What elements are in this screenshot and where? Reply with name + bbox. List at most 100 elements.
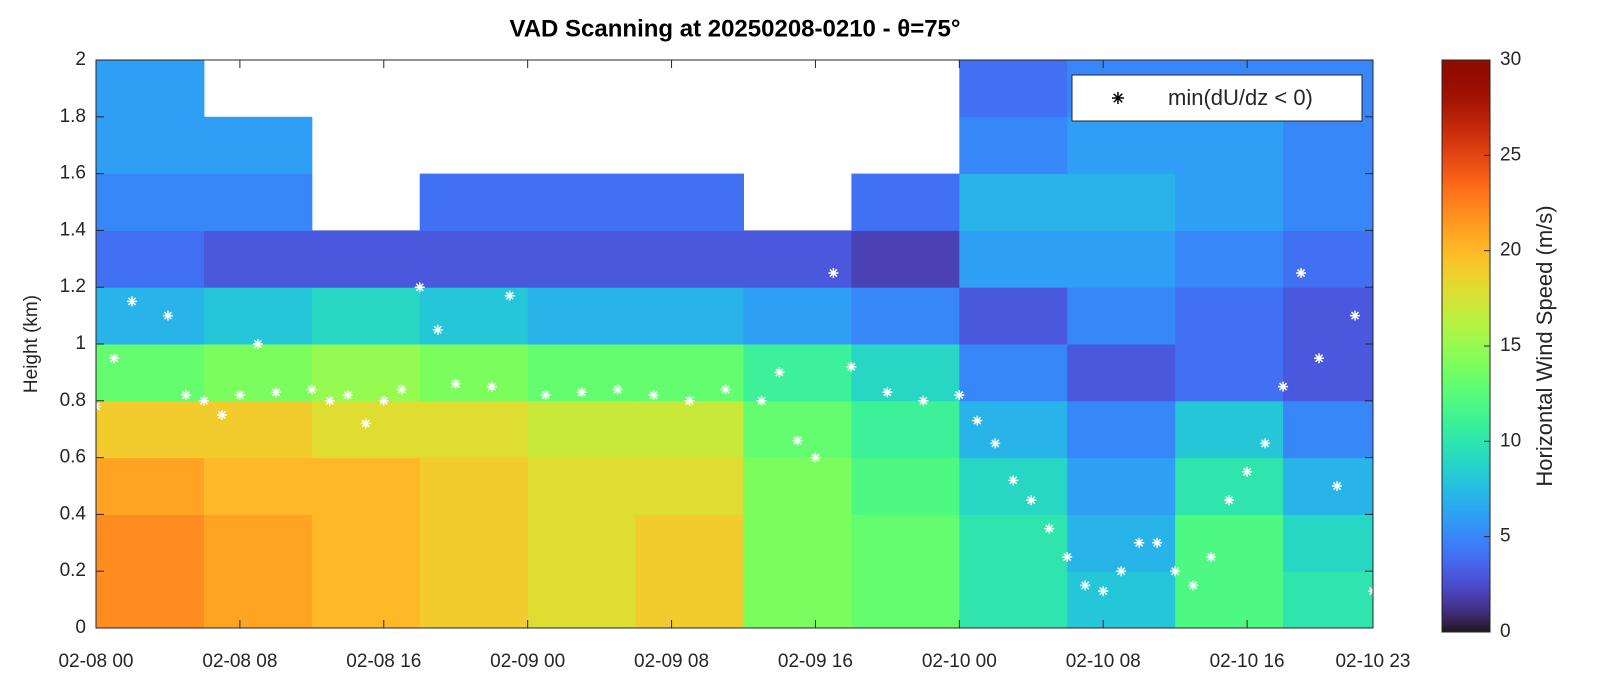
- scatter-point: [1134, 537, 1145, 548]
- heatmap-cell: [1283, 230, 1374, 288]
- heatmap-cell: [851, 571, 960, 629]
- colorbar-tick-label: 30: [1500, 49, 1521, 70]
- heatmap-cell: [743, 457, 852, 515]
- heatmap-cell: [1283, 571, 1374, 629]
- scatter-point: [792, 435, 803, 446]
- heatmap-cell: [527, 571, 637, 629]
- x-tick-label: 02-09 16: [778, 651, 853, 672]
- heatmap-cell: [1175, 230, 1284, 288]
- heatmap-cell: [1067, 457, 1176, 515]
- heatmap-cell: [635, 514, 744, 572]
- heatmap-cell: [743, 344, 852, 402]
- scatter-point: [342, 390, 353, 401]
- scatter-point: [378, 395, 389, 406]
- heatmap-cell: [311, 514, 421, 572]
- y-tick-label: 0: [75, 617, 86, 638]
- scatter-point: [1026, 495, 1037, 506]
- heatmap-cell: [1067, 400, 1176, 459]
- heatmap-cell: [1175, 514, 1284, 572]
- scatter-point: [1314, 353, 1325, 364]
- heatmap-cell: [959, 400, 1068, 459]
- heatmap-cell: [743, 287, 852, 345]
- x-tick-label: 02-08 08: [202, 651, 277, 672]
- heatmap-cell: [851, 514, 960, 572]
- heatmap-cell: [1283, 173, 1374, 231]
- scatter-point: [360, 418, 371, 429]
- heatmap-cell: [959, 514, 1068, 572]
- chart-title: VAD Scanning at 20250208-0210 - θ=75°: [509, 15, 960, 42]
- heatmap-cell: [527, 173, 637, 231]
- heatmap-cell: [1283, 400, 1374, 459]
- scatter-point: [1044, 523, 1055, 534]
- scatter-point: [1008, 475, 1019, 486]
- y-tick-label: 0.2: [60, 560, 86, 581]
- heatmap-cell: [203, 514, 313, 572]
- heatmap-cell: [851, 344, 960, 402]
- scatter-point: [414, 282, 425, 293]
- heatmap-cell: [959, 60, 1068, 118]
- heatmap-cell: [419, 571, 529, 629]
- heatmap-cell: [96, 173, 205, 231]
- heatmap-cell: [96, 287, 205, 345]
- x-tick-label: 02-09 08: [634, 651, 709, 672]
- x-tick-label: 02-10 08: [1066, 651, 1141, 672]
- legend-marker: [1112, 92, 1124, 104]
- heatmap-cell: [1283, 514, 1374, 572]
- y-tick-label: 0.6: [60, 447, 86, 468]
- heatmap-cell: [1175, 116, 1284, 175]
- heatmap-cell: [635, 230, 744, 288]
- scatter-point: [990, 438, 1001, 449]
- y-tick-label: 1.6: [60, 163, 86, 184]
- heatmap-cell: [743, 230, 852, 288]
- scatter-point: [810, 452, 821, 463]
- heatmap-cell: [419, 230, 529, 288]
- scatter-point: [684, 395, 695, 406]
- heatmap-cell: [419, 173, 529, 231]
- scatter-point: [108, 353, 119, 364]
- heatmap-cell: [743, 400, 852, 459]
- y-tick-label: 1.8: [60, 106, 86, 127]
- heatmap-cell: [1175, 571, 1284, 629]
- heatmap-cell: [959, 287, 1068, 345]
- heatmap-cell: [743, 514, 852, 572]
- heatmap-cell: [311, 457, 421, 515]
- y-tick-label: 1.2: [60, 276, 86, 297]
- heatmap-cell: [959, 344, 1068, 402]
- scatter-point: [1206, 552, 1217, 562]
- heatmap-cell: [959, 457, 1068, 515]
- heatmap-cell: [527, 230, 637, 288]
- x-tick-label: 02-10 16: [1210, 651, 1285, 672]
- heatmap-cell: [203, 116, 313, 175]
- heatmap-cell: [851, 287, 960, 345]
- heatmap-cell: [1175, 457, 1284, 515]
- scatter-point: [612, 384, 623, 395]
- heatmap-cell: [419, 344, 529, 402]
- scatter-point: [972, 415, 983, 426]
- heatmap-cell: [419, 400, 529, 459]
- colorbar: [1441, 59, 1491, 633]
- heatmap-cell: [203, 230, 313, 288]
- scatter-point: [882, 387, 893, 398]
- heatmap-cell: [96, 400, 205, 459]
- heatmap-cell: [635, 571, 744, 629]
- heatmap-cell: [851, 230, 960, 288]
- y-tick-label: 1.4: [60, 219, 87, 240]
- scatter-point: [1116, 566, 1127, 577]
- x-tick-label: 02-10 00: [922, 651, 997, 672]
- heatmap-cell: [851, 457, 960, 515]
- scatter-point: [1332, 481, 1343, 491]
- scatter-point: [216, 410, 227, 420]
- heatmap-cell: [96, 60, 205, 118]
- colorbar-tick-label: 5: [1500, 526, 1511, 547]
- scatter-point: [1152, 537, 1163, 548]
- heatmap-cell: [1175, 400, 1284, 459]
- heatmap-cell: [959, 173, 1068, 231]
- heatmap-cell: [1283, 457, 1374, 515]
- scatter-point: [432, 324, 443, 335]
- scatter-point: [1350, 310, 1361, 321]
- heatmap-cell: [527, 287, 637, 345]
- heatmap-cell: [635, 400, 744, 459]
- heatmap-cell: [203, 571, 313, 629]
- heatmap-cell: [959, 116, 1068, 175]
